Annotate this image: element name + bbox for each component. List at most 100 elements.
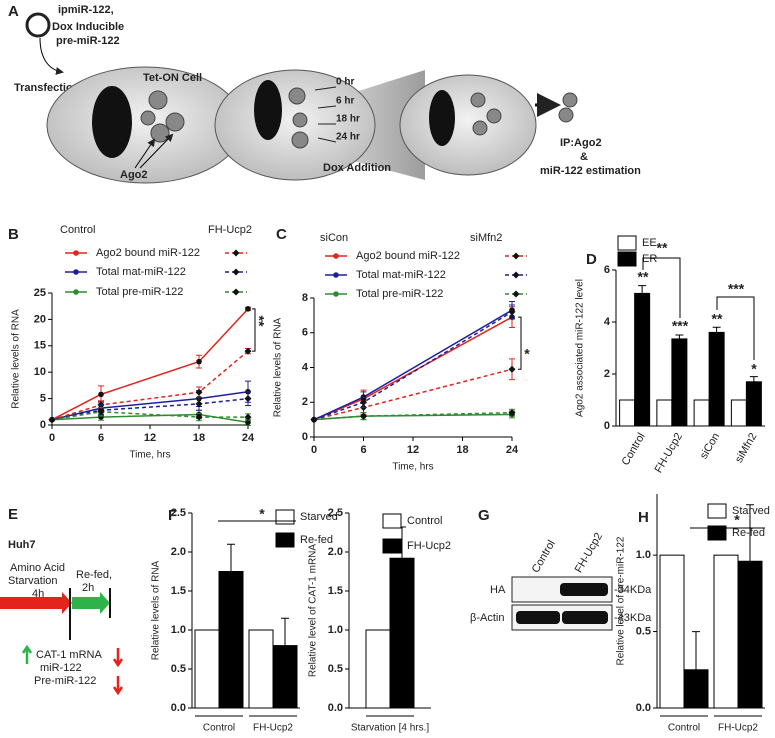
label: Re-fed,	[76, 569, 112, 581]
time: 0 hr	[336, 77, 354, 88]
x-tick-label: FH-Ucp2	[653, 431, 685, 475]
y-tick-label: 1.0	[171, 624, 186, 636]
error-bar	[746, 504, 754, 562]
x-tick-label: 6	[360, 444, 366, 456]
panel-label: F	[168, 507, 177, 524]
x-tick-label: Control	[620, 431, 648, 468]
legend-label: Total pre-miR-122	[356, 288, 443, 300]
y-tick-label: 1.5	[171, 585, 186, 597]
y-tick-label: 0.5	[328, 663, 343, 675]
label: IP:Ago2	[560, 137, 602, 149]
y-tick-label: 15	[34, 340, 46, 352]
y-axis-label: Ago2 associated miR-122 level	[575, 279, 586, 417]
legend-marker	[73, 250, 79, 256]
x-tick-label: 0	[311, 444, 317, 456]
row-label: HA	[490, 584, 506, 596]
legend-swatch	[617, 251, 637, 267]
bar	[693, 399, 710, 427]
label: Amino Acid	[10, 562, 65, 574]
legend-marker	[333, 272, 339, 278]
y-tick-label: 1.0	[636, 549, 651, 561]
lane-label: Control	[530, 538, 558, 575]
band	[516, 611, 560, 624]
x-tick-label: Control	[203, 723, 235, 734]
legend-label: Starved	[300, 511, 338, 523]
legend-label: Total mat-miR-122	[96, 266, 186, 278]
x-axis-label: Time, hrs	[392, 462, 433, 473]
label: CAT-1 mRNA	[36, 649, 102, 661]
label: miR-122	[40, 662, 82, 674]
legend-marker	[232, 268, 240, 276]
error-bar	[712, 326, 721, 333]
lane-label: FH-Ucp2	[573, 531, 605, 575]
line	[51, 350, 249, 421]
bar	[194, 629, 220, 709]
label: Starvation	[8, 575, 58, 587]
time: 6 hr	[336, 96, 354, 107]
legend-swatch	[382, 538, 402, 554]
bar	[656, 399, 673, 427]
legend-label: ER	[642, 253, 657, 265]
y-tick-label: 2	[302, 396, 308, 408]
y-tick-label: 2.5	[171, 507, 186, 519]
annotation: **	[251, 316, 267, 327]
error-bar	[675, 334, 684, 339]
legend-swatch	[275, 509, 295, 525]
y-tick-label: 10	[34, 366, 46, 378]
legend-header: siCon	[320, 232, 348, 244]
legend-marker	[232, 288, 240, 296]
y-tick-label: 0.5	[636, 625, 651, 637]
label: Huh7	[8, 539, 36, 551]
legend-label: Re-fed	[732, 527, 765, 539]
legend-swatch	[707, 503, 727, 519]
marker	[196, 358, 202, 365]
y-tick-label: 0	[604, 420, 610, 432]
line	[313, 368, 513, 421]
annotation: *	[734, 512, 740, 528]
legend-header: siMfn2	[470, 232, 502, 244]
legend-header: Control	[60, 224, 95, 236]
legend-label: Total pre-miR-122	[96, 286, 183, 298]
error-bar	[227, 543, 235, 572]
x-tick-label: 0	[49, 432, 55, 444]
bar	[708, 331, 725, 427]
marker	[360, 398, 367, 406]
annotation: *	[751, 361, 757, 377]
legend-label: Ago2 bound miR-122	[96, 247, 200, 259]
legend-label: Control	[407, 515, 442, 527]
bar	[745, 381, 762, 427]
bar	[683, 669, 709, 709]
arrow	[39, 37, 64, 75]
x-tick-label: FH-Ucp2	[253, 723, 293, 734]
panel-label: H	[638, 509, 649, 526]
y-tick-label: 0	[302, 431, 308, 443]
x-tick-label: Starvation [4 hrs.]	[351, 723, 430, 734]
row-label: β-Actin	[470, 612, 504, 624]
time: 24 hr	[336, 132, 360, 143]
x-tick-label: 24	[242, 432, 255, 444]
y-axis-label: Relative level of pre-miR-122	[616, 536, 627, 665]
line	[51, 413, 249, 424]
bar	[272, 645, 298, 709]
y-tick-label: 20	[34, 313, 46, 325]
legend-label: FH-Ucp2	[407, 540, 451, 552]
marker	[244, 347, 252, 355]
legend-label: Total mat-miR-122	[356, 269, 446, 281]
marker	[508, 409, 516, 417]
legend-swatch	[707, 525, 727, 541]
bracket	[642, 257, 681, 318]
marker	[360, 412, 367, 420]
panel-label: D	[586, 251, 597, 268]
size-label: -43KDa	[614, 612, 652, 624]
y-tick-label: 2.0	[328, 546, 343, 558]
bracket	[518, 316, 522, 370]
marker	[48, 416, 56, 424]
y-tick-label: 4	[302, 361, 309, 373]
bar	[619, 399, 636, 427]
bar	[737, 560, 763, 709]
label: 2h	[82, 582, 94, 594]
y-tick-label: 0.0	[328, 702, 343, 714]
x-tick-label: siMfn2	[733, 431, 760, 465]
legend-marker	[73, 289, 79, 295]
y-tick-label: 8	[302, 292, 308, 304]
